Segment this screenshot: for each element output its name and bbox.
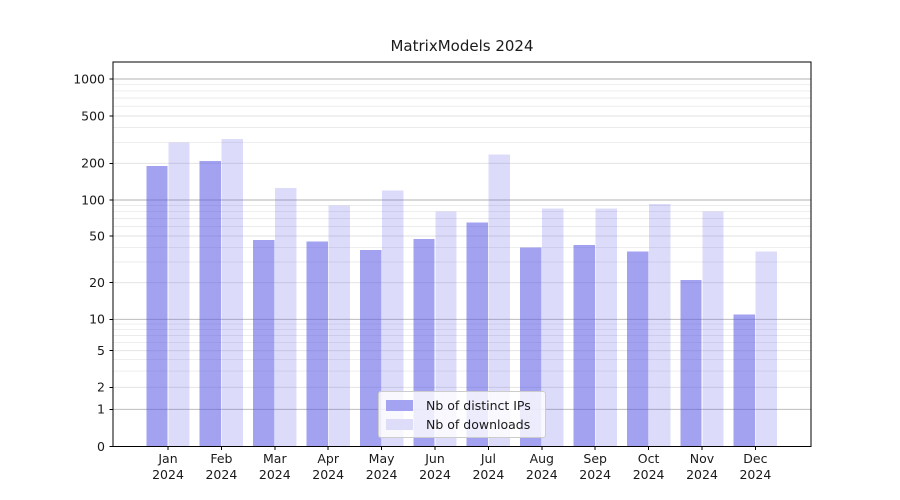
x-tick-label: Mar — [263, 451, 287, 466]
bar-downloads-sep — [595, 208, 617, 447]
y-tick-label: 10 — [89, 312, 105, 327]
plot-border — [112, 61, 812, 447]
bar-distinct-ips-feb — [199, 160, 222, 447]
bar-distinct-ips-mar — [253, 240, 275, 447]
legend-swatch-distinct-ips — [386, 400, 413, 411]
x-tick-label-year: 2024 — [739, 467, 771, 482]
legend-swatch-downloads — [386, 419, 413, 430]
x-tick-label-year: 2024 — [419, 467, 451, 482]
x-tick-label-year: 2024 — [579, 467, 611, 482]
bar-distinct-ips-oct — [626, 251, 649, 447]
bar-downloads-oct — [648, 203, 671, 447]
x-tick-label: Oct — [638, 451, 660, 466]
x-tick-label-year: 2024 — [259, 467, 291, 482]
y-tick-label: 1000 — [73, 71, 105, 86]
legend: Nb of distinct IPs Nb of downloads — [378, 391, 546, 438]
x-tick-label: Jun — [424, 451, 445, 466]
bar-downloads-jan — [168, 142, 190, 447]
legend-item-downloads: Nb of downloads — [386, 415, 545, 434]
legend-item-distinct-ips: Nb of distinct IPs — [386, 396, 545, 415]
bar-distinct-ips-dec — [733, 314, 756, 447]
bar-downloads-mar — [275, 188, 297, 447]
bar-downloads-jun — [435, 211, 457, 447]
x-tick-label-year: 2024 — [472, 467, 504, 482]
bar-distinct-ips-jan — [146, 166, 168, 447]
x-tick-label-year: 2024 — [633, 467, 665, 482]
x-tick-label-year: 2024 — [312, 467, 344, 482]
bar-downloads-apr — [328, 205, 350, 447]
x-tick-label-year: 2024 — [152, 467, 184, 482]
x-tick-label: Aug — [530, 451, 554, 466]
bar-distinct-ips-apr — [306, 241, 328, 447]
y-tick-label: 2 — [97, 380, 105, 395]
bar-downloads-feb — [221, 139, 244, 447]
x-tick-label: Jul — [480, 451, 496, 466]
bar-downloads-jul — [488, 154, 511, 447]
bar-distinct-ips-nov — [680, 280, 702, 447]
x-tick-label-year: 2024 — [686, 467, 718, 482]
bar-distinct-ips-jul — [466, 222, 489, 447]
x-tick-label: Nov — [690, 451, 715, 466]
bar-downloads-nov — [702, 211, 724, 447]
bar-downloads-may — [381, 190, 404, 447]
x-tick-label: Feb — [210, 451, 232, 466]
x-tick-label: Sep — [583, 451, 607, 466]
x-tick-label-year: 2024 — [526, 467, 558, 482]
y-tick-label: 0 — [97, 439, 105, 454]
x-tick-label: Apr — [317, 451, 339, 466]
x-tick-label: May — [369, 451, 395, 466]
x-tick-label-year: 2024 — [366, 467, 398, 482]
y-tick-label: 500 — [81, 108, 105, 123]
y-tick-label: 100 — [81, 192, 105, 207]
y-tick-label: 5 — [97, 343, 105, 358]
bar-downloads-aug — [542, 208, 564, 447]
legend-label-distinct-ips: Nb of distinct IPs — [426, 398, 531, 413]
x-tick-label: Dec — [743, 451, 767, 466]
x-tick-label: Jan — [157, 451, 177, 466]
legend-label-downloads: Nb of downloads — [426, 417, 531, 432]
y-tick-label: 200 — [81, 156, 105, 171]
chart-title: MatrixModels 2024 — [390, 37, 534, 55]
y-tick-label: 50 — [89, 228, 105, 243]
bar-distinct-ips-sep — [573, 244, 595, 447]
bar-downloads-dec — [755, 251, 778, 447]
y-tick-label: 20 — [89, 275, 105, 290]
y-tick-label: 1 — [97, 402, 105, 417]
x-tick-label-year: 2024 — [205, 467, 237, 482]
bar-distinct-ips-may — [359, 250, 382, 447]
